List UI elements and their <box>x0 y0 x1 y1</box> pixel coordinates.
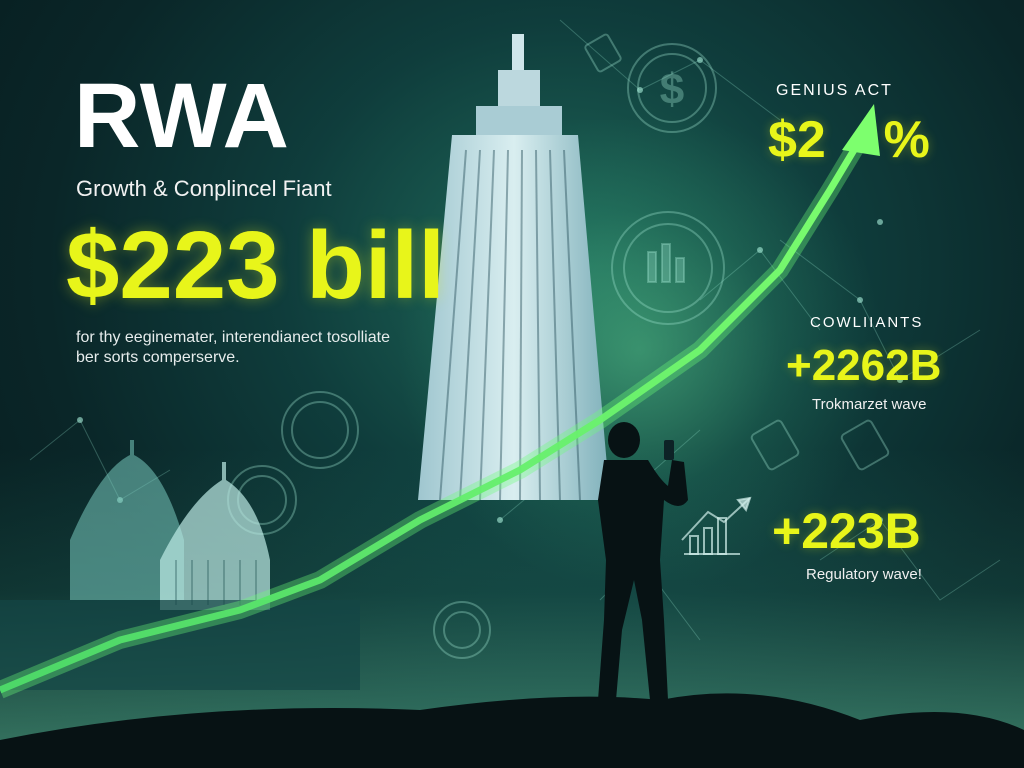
bar-chart-icon <box>681 496 752 555</box>
chart-coin-icon <box>611 211 725 325</box>
person-silhouette-icon <box>598 422 688 700</box>
description-text: for thy eeginemater, interendianect toso… <box>76 329 390 366</box>
growth-arrow-icon <box>0 104 880 699</box>
skyscraper-icon <box>418 34 610 501</box>
hill-silhouette <box>0 693 1024 768</box>
regulatory-value: +223B <box>772 503 921 559</box>
regulatory-caption: Regulatory wave! <box>806 566 922 583</box>
compliants-caption: Trokmarzet wave <box>812 396 927 413</box>
svg-text:$: $ <box>660 65 684 114</box>
genius-act-value: $2 % <box>768 111 930 169</box>
page-title: RWA <box>74 65 290 167</box>
compliants-value: +2262B <box>786 341 942 390</box>
capitol-dome-icon <box>0 440 360 690</box>
dollar-coin-icon: $ <box>627 43 717 133</box>
headline-amount: $223 bill <box>66 212 445 319</box>
compliants-label: COWLIIANTS <box>810 314 924 331</box>
page-subtitle: Growth & Conplincel Fiant <box>76 176 332 201</box>
genius-act-label: GENIUS ACT <box>776 82 893 99</box>
